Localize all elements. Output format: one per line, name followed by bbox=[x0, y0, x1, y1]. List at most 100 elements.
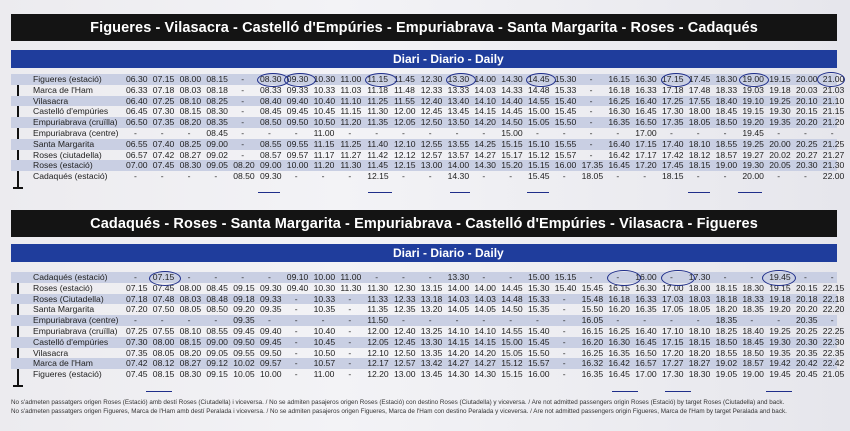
departure-time: 08.00 bbox=[179, 74, 202, 84]
departure-time: 15.00 bbox=[501, 336, 523, 347]
departure-time: 19.03 bbox=[742, 84, 764, 95]
departure-time: 18.10 bbox=[688, 138, 711, 149]
departure-time: 10.00 bbox=[313, 272, 336, 282]
stop-name: Roses (estació) bbox=[33, 282, 93, 293]
departure-time: 16.30 bbox=[608, 106, 630, 117]
departure-time: 09.15 bbox=[206, 369, 228, 380]
departure-time: - bbox=[321, 315, 325, 326]
departure-time: 10.00 bbox=[260, 369, 282, 380]
departure-time: - bbox=[187, 127, 191, 138]
departure-time: 17.18 bbox=[662, 84, 684, 95]
departure-time: - bbox=[348, 325, 352, 336]
departure-time: 11.50 bbox=[367, 315, 389, 326]
departure-time: - bbox=[562, 315, 566, 326]
departure-time: 21.05 bbox=[822, 369, 845, 380]
departure-time: 18.25 bbox=[715, 325, 738, 336]
departure-time: 16.00 bbox=[528, 369, 550, 380]
departure-time: 14.48 bbox=[501, 293, 523, 304]
departure-time: 14.15 bbox=[474, 106, 496, 117]
departure-time: - bbox=[562, 358, 566, 369]
departure-time: - bbox=[214, 272, 218, 282]
departure-time: 08.27 bbox=[179, 358, 202, 369]
departure-time: 18.30 bbox=[742, 282, 764, 293]
departure-time: 19.02 bbox=[715, 358, 738, 369]
departure-time: - bbox=[428, 127, 432, 138]
departure-time: 16.25 bbox=[608, 325, 630, 336]
departure-time: - bbox=[562, 127, 566, 138]
departure-time: 17.15 bbox=[635, 138, 657, 149]
departure-time: - bbox=[375, 272, 379, 282]
departure-time: 10.35 bbox=[313, 304, 336, 315]
departure-time: 11.27 bbox=[340, 149, 362, 160]
departure-time: 17.42 bbox=[662, 149, 684, 160]
pen-circle-mark bbox=[817, 72, 845, 87]
departure-time: 08.30 bbox=[179, 369, 202, 380]
departure-time: 08.30 bbox=[206, 106, 228, 117]
departure-time: - bbox=[348, 336, 352, 347]
departure-time: - bbox=[294, 347, 298, 358]
stop-name: Empuriabrava (centre) bbox=[33, 127, 119, 138]
departure-time: 17.55 bbox=[688, 95, 711, 106]
departure-time: 18.27 bbox=[688, 358, 711, 369]
departure-time: 16.18 bbox=[608, 84, 630, 95]
departure-time: 15.33 bbox=[528, 293, 550, 304]
departure-time: 19.45 bbox=[742, 127, 764, 138]
pen-underline-mark bbox=[738, 192, 762, 194]
departure-time: 19.20 bbox=[742, 117, 764, 128]
departure-time: 18.00 bbox=[688, 106, 711, 117]
departure-time: 13.42 bbox=[420, 358, 443, 369]
departure-time: 08.10 bbox=[179, 325, 202, 336]
departure-time: 14.10 bbox=[474, 325, 496, 336]
departure-time: 09.50 bbox=[233, 336, 255, 347]
departure-time: 07.35 bbox=[126, 347, 148, 358]
departure-time: 08.05 bbox=[152, 347, 175, 358]
departure-time: 11.30 bbox=[367, 282, 389, 293]
departure-time: 11.48 bbox=[394, 84, 415, 95]
departure-time: 12.10 bbox=[367, 347, 389, 358]
departure-time: 09.00 bbox=[260, 160, 282, 171]
departure-time: 09.30 bbox=[260, 282, 282, 293]
departure-time: 15.45 bbox=[528, 171, 550, 182]
departure-time: 15.45 bbox=[554, 106, 577, 117]
departure-time: 08.12 bbox=[152, 358, 175, 369]
departure-time: 20.03 bbox=[796, 84, 818, 95]
departure-time: - bbox=[294, 336, 298, 347]
departure-time: 11.30 bbox=[340, 160, 362, 171]
departure-time: - bbox=[562, 304, 566, 315]
departure-time: 14.30 bbox=[474, 160, 496, 171]
departure-time: 14.30 bbox=[501, 74, 523, 84]
departure-time: 20.15 bbox=[796, 106, 818, 117]
departure-time: - bbox=[134, 272, 137, 282]
departure-time: - bbox=[777, 127, 781, 138]
departure-time: - bbox=[321, 171, 325, 182]
departure-time: 11.33 bbox=[367, 293, 389, 304]
departure-time: 09.18 bbox=[233, 293, 255, 304]
pen-circle-mark bbox=[526, 73, 556, 87]
departure-time: 09.45 bbox=[233, 325, 255, 336]
departure-time: - bbox=[750, 272, 754, 282]
departure-time: 16.35 bbox=[608, 117, 630, 128]
departure-time: 08.27 bbox=[179, 149, 202, 160]
departure-time: 08.15 bbox=[179, 336, 202, 347]
departure-time: - bbox=[723, 127, 727, 138]
departure-time: 12.40 bbox=[420, 95, 443, 106]
route-title-outbound: Figueres - Vilasacra - Castelló d'Empúri… bbox=[11, 14, 837, 41]
departure-time: 18.35 bbox=[742, 304, 764, 315]
departure-time: - bbox=[750, 315, 754, 326]
stop-name: Castelló d'empúries bbox=[33, 336, 109, 347]
departure-time: - bbox=[482, 272, 486, 282]
departure-time: 18.50 bbox=[742, 347, 764, 358]
departure-time: 11.00 bbox=[313, 127, 335, 138]
stop-name: Roses (estació) bbox=[33, 160, 93, 171]
departure-time: 15.40 bbox=[554, 282, 577, 293]
departure-time: 16.00 bbox=[635, 272, 657, 282]
departure-time: - bbox=[562, 171, 566, 182]
departure-time: 19.35 bbox=[769, 117, 791, 128]
departure-time: 09.05 bbox=[206, 160, 228, 171]
departure-time: - bbox=[294, 315, 298, 326]
departure-time: 09.57 bbox=[286, 149, 309, 160]
departure-time: 13.00 bbox=[420, 160, 443, 171]
departure-time: 12.17 bbox=[367, 358, 389, 369]
departure-time: - bbox=[187, 315, 191, 326]
departure-time: 16.42 bbox=[608, 358, 630, 369]
